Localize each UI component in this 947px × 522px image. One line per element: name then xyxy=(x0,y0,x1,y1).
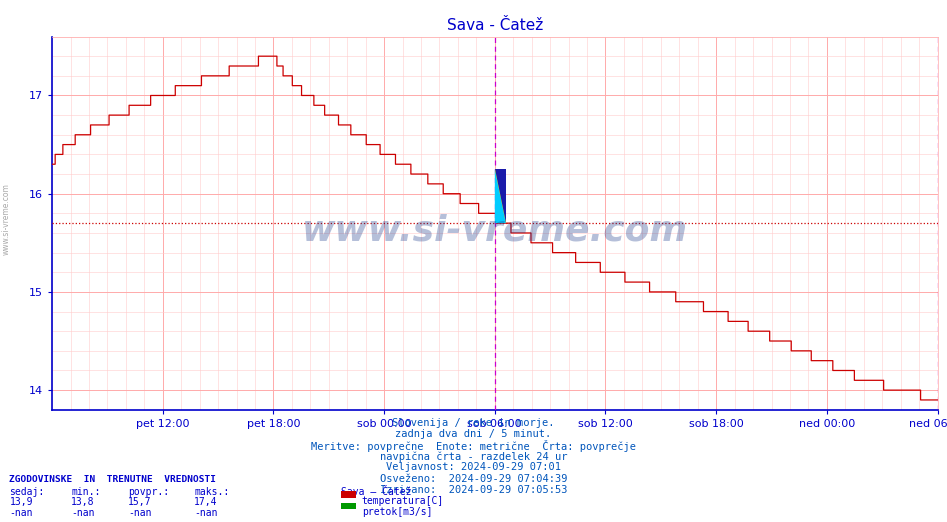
Text: Veljavnost: 2024-09-29 07:01: Veljavnost: 2024-09-29 07:01 xyxy=(386,462,561,472)
Title: Sava - Čatež: Sava - Čatež xyxy=(447,18,543,32)
Text: Meritve: povprečne  Enote: metrične  Črta: povprečje: Meritve: povprečne Enote: metrične Črta:… xyxy=(311,440,636,452)
Text: navpična črta - razdelek 24 ur: navpična črta - razdelek 24 ur xyxy=(380,451,567,462)
Text: www.si-vreme.com: www.si-vreme.com xyxy=(2,183,11,255)
Text: povpr.:: povpr.: xyxy=(128,487,169,497)
Polygon shape xyxy=(495,169,506,223)
Text: www.si-vreme.com: www.si-vreme.com xyxy=(302,213,688,247)
Text: zadnja dva dni / 5 minut.: zadnja dva dni / 5 minut. xyxy=(396,429,551,439)
Text: 15,7: 15,7 xyxy=(128,497,152,507)
Text: -nan: -nan xyxy=(194,508,218,518)
Text: Sava – Čatež: Sava – Čatež xyxy=(341,487,411,497)
Text: min.:: min.: xyxy=(71,487,100,497)
Text: pretok[m3/s]: pretok[m3/s] xyxy=(362,507,432,517)
Bar xyxy=(495,169,506,223)
Text: 13,9: 13,9 xyxy=(9,497,33,507)
Text: -nan: -nan xyxy=(128,508,152,518)
Text: maks.:: maks.: xyxy=(194,487,229,497)
Text: Izrisano:  2024-09-29 07:05:53: Izrisano: 2024-09-29 07:05:53 xyxy=(380,485,567,495)
Text: -nan: -nan xyxy=(71,508,95,518)
Text: -nan: -nan xyxy=(9,508,33,518)
Text: Slovenija / reke in morje.: Slovenija / reke in morje. xyxy=(392,418,555,428)
Text: temperatura[C]: temperatura[C] xyxy=(362,496,444,506)
Text: 17,4: 17,4 xyxy=(194,497,218,507)
Polygon shape xyxy=(495,169,506,223)
Text: ZGODOVINSKE  IN  TRENUTNE  VREDNOSTI: ZGODOVINSKE IN TRENUTNE VREDNOSTI xyxy=(9,475,217,484)
Text: sedaj:: sedaj: xyxy=(9,487,45,497)
Text: 13,8: 13,8 xyxy=(71,497,95,507)
Text: Osveženo:  2024-09-29 07:04:39: Osveženo: 2024-09-29 07:04:39 xyxy=(380,474,567,484)
